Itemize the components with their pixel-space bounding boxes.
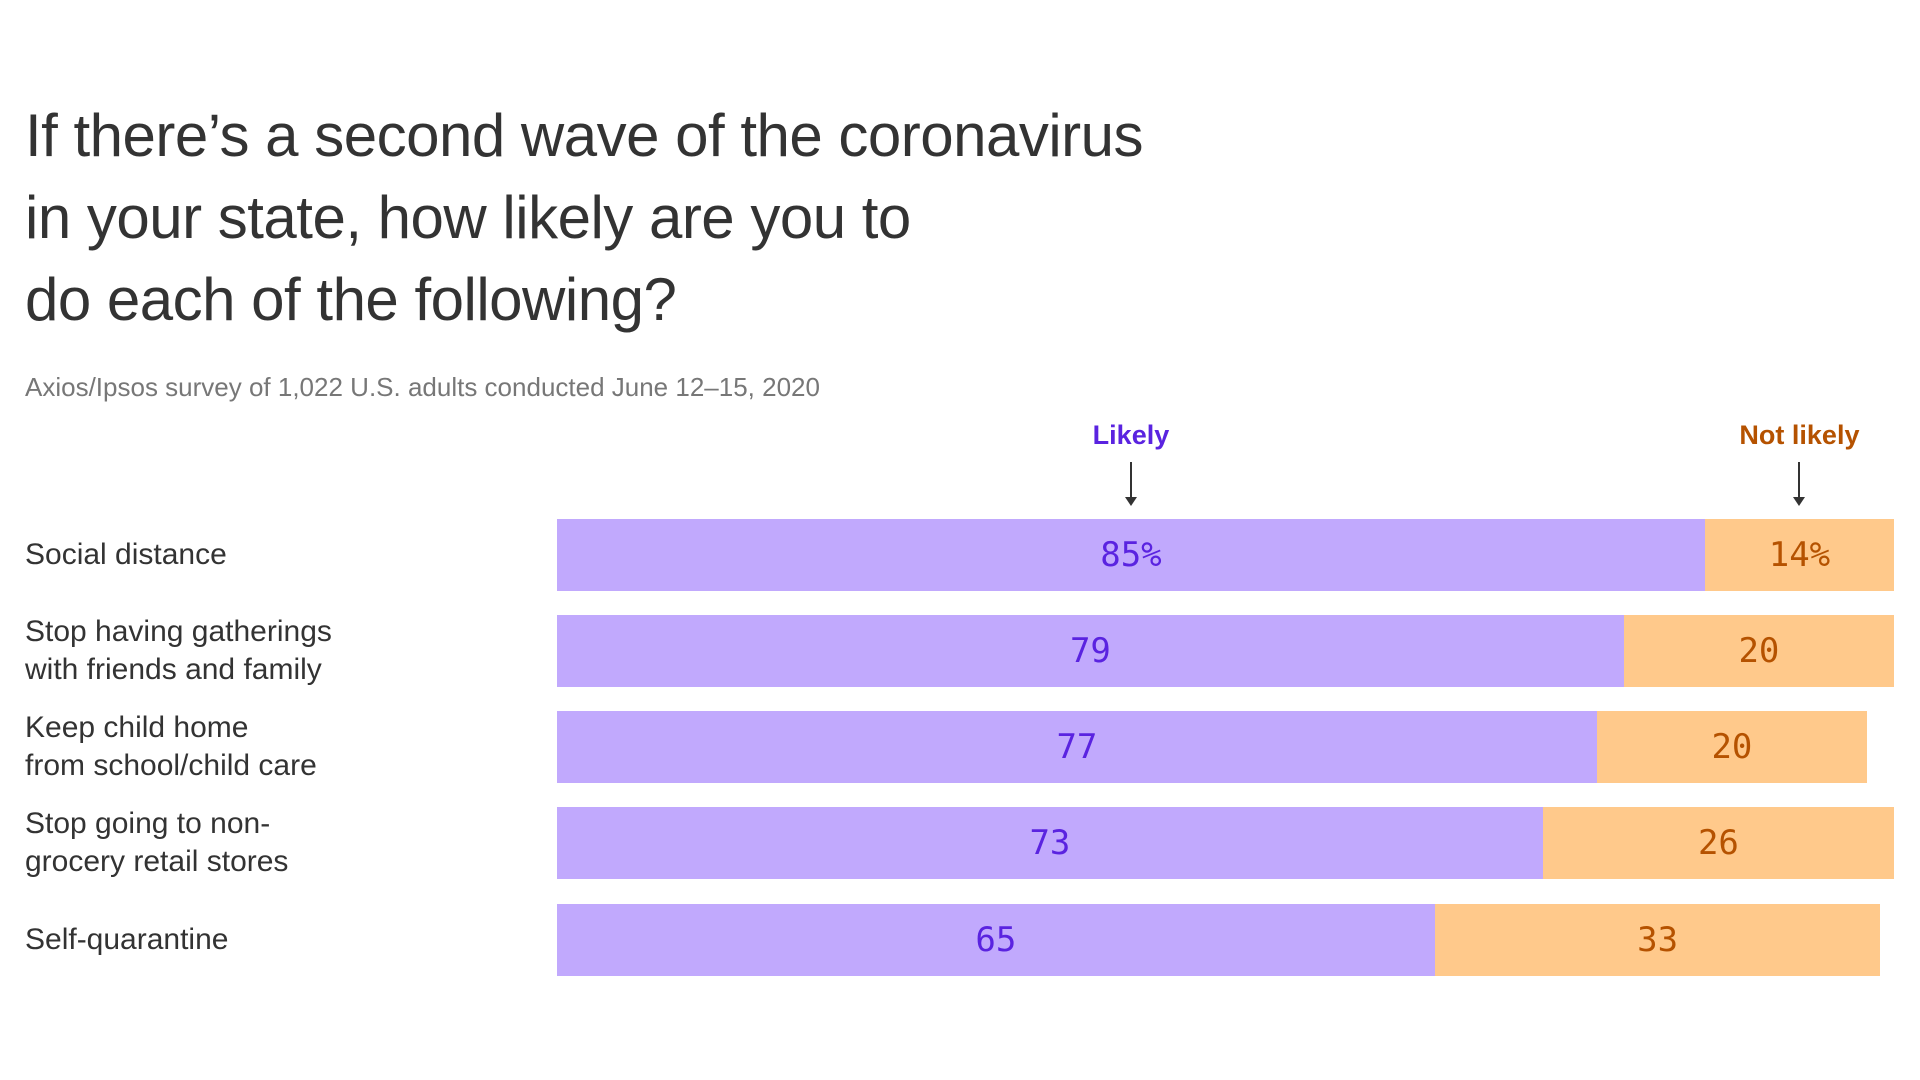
title-line: in your state, how likely are you to [25, 184, 911, 251]
row-label: Stop having gatherings with friends and f… [25, 613, 525, 689]
bar-likely [557, 904, 1435, 976]
bar-not-likely [1596, 711, 1867, 783]
row-label-line: Stop going to non- [25, 807, 271, 840]
title-line: do each of the following? [25, 266, 677, 333]
bar-likely [557, 519, 1705, 591]
data-label: 33 [1637, 920, 1679, 960]
bar-not-likely [1434, 904, 1881, 976]
row-label-line: Stop having gatherings [25, 615, 332, 648]
row-label-line: Keep child home [25, 711, 249, 744]
data-label: 20 [1738, 631, 1780, 671]
row-label: Stop going to non-grocery retail stores [25, 805, 525, 881]
arrow-down-icon [1793, 462, 1806, 506]
data-label: 20 [1711, 727, 1753, 767]
row-label-line: with friends and family [25, 653, 322, 686]
row-label-line: Self-quarantine [25, 923, 229, 956]
data-label: 85% [1100, 535, 1162, 575]
bar-not-likely [1704, 519, 1894, 591]
row-label: Social distance [25, 536, 525, 574]
title-line: If there’s a second wave of the coronavi… [25, 102, 1144, 169]
chart-subtitle: Axios/Ipsos survey of 1,022 U.S. adults … [25, 372, 820, 402]
row-label: Self-quarantine [25, 921, 525, 959]
data-label: 79 [1069, 631, 1111, 671]
data-label: 65 [975, 920, 1017, 960]
data-label: 73 [1029, 823, 1071, 863]
bar-likely [557, 711, 1597, 783]
legend-not-likely: Not likely [1739, 420, 1860, 450]
bar-likely [557, 615, 1624, 687]
row-label: Keep child home from school/child care [25, 709, 525, 785]
legend-likely: Likely [1092, 420, 1170, 450]
chart-title: If there’s a second wave of the coronavi… [25, 95, 1325, 341]
data-label: 77 [1056, 727, 1098, 767]
data-label: 14% [1768, 535, 1831, 575]
bar-not-likely [1542, 807, 1894, 879]
bar-likely [557, 807, 1543, 879]
row-label-line: Social distance [25, 538, 227, 571]
row-label-line: grocery retail stores [25, 845, 289, 878]
data-label: 26 [1697, 823, 1739, 863]
row-label-line: from school/child care [25, 749, 317, 782]
arrow-down-icon [1124, 462, 1137, 506]
bar-not-likely [1623, 615, 1894, 687]
